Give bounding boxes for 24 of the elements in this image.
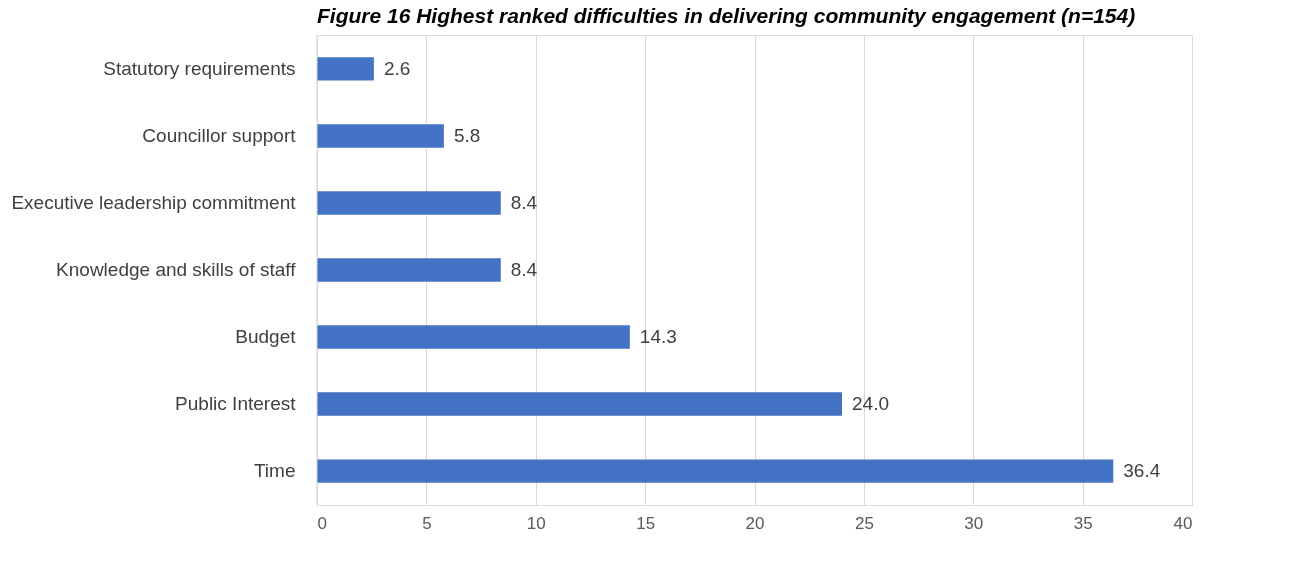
y-tick-label: Executive leadership commitment xyxy=(11,191,297,213)
x-tick-label: 40 xyxy=(1173,513,1193,533)
x-tick-label: 5 xyxy=(422,513,432,533)
x-tick-label: 15 xyxy=(636,513,656,533)
data-label: 24.0 xyxy=(852,393,889,415)
x-tick-label: 35 xyxy=(1073,513,1093,533)
x-tick-label: 10 xyxy=(526,513,546,533)
y-tick-label: Knowledge and skills of staff xyxy=(56,259,297,280)
y-tick-label: Statutory requirements xyxy=(103,57,296,79)
data-label: 2.6 xyxy=(383,57,411,79)
data-label: 8.4 xyxy=(510,191,538,213)
y-tick-label: Budget xyxy=(235,326,297,348)
chart-title: Figure 16 Highest ranked difficulties in delivering community engagement (n=154) xyxy=(317,3,1136,27)
x-tick-label: 20 xyxy=(745,513,765,533)
x-tick-label: 0 xyxy=(317,513,327,533)
x-tick-label: 30 xyxy=(964,513,984,533)
y-tick-label: Councillor support xyxy=(142,124,297,146)
data-label: 14.3 xyxy=(639,326,677,348)
x-tick-label: 25 xyxy=(854,513,874,533)
y-tick-label: Time xyxy=(253,460,296,482)
data-label: 36.4 xyxy=(1123,460,1161,482)
data-label: 8.4 xyxy=(510,259,538,280)
y-tick-label: Public Interest xyxy=(175,393,297,415)
data-label: 5.8 xyxy=(453,124,481,146)
